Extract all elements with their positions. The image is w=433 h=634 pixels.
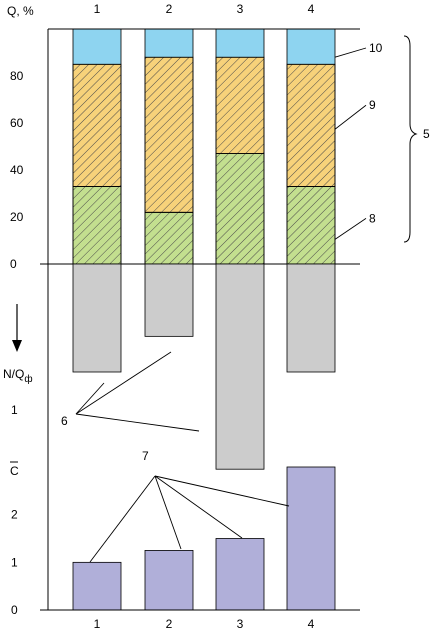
lower-y-axis-label: C (10, 464, 19, 478)
upper-y-tick-40: 40 (10, 163, 24, 177)
bar-3-segment-8-hatch (215, 153, 265, 265)
bottom-category-label-1: 1 (94, 617, 101, 631)
upper-y-tick-60: 60 (10, 116, 24, 130)
gray-bar-4 (286, 263, 336, 373)
upper-y-tick-0: 0 (10, 257, 17, 271)
callout-6-label: 6 (61, 414, 68, 428)
upper-stacked-bar-chart (40, 28, 360, 610)
bar-1-segment-8-hatch (72, 186, 122, 265)
series-callout-labels: 8 9 10 (334, 41, 383, 240)
upper-y-tick-labels: 0 20 40 60 80 (10, 69, 24, 271)
callout-7-line-bar4 (154, 475, 290, 507)
gray-bar-3 (215, 263, 265, 470)
callout-6-line-bar3 (75, 413, 200, 432)
purple-bar-4 (286, 466, 336, 611)
top-category-label-3: 3 (237, 2, 244, 16)
lower-bar-chart (72, 466, 336, 611)
bottom-category-label-4: 4 (308, 617, 315, 631)
bar-2-segment-8-hatch (144, 211, 194, 265)
callout-7-lines (89, 475, 290, 563)
middle-y-tick-1: 1 (11, 403, 18, 417)
callout-6-line-bar1 (75, 382, 105, 415)
series-8-leader-line (334, 217, 367, 240)
lower-y-tick-0: 0 (11, 603, 18, 617)
upper-y-tick-80: 80 (10, 69, 24, 83)
upper-y-axis-label: Q, % (7, 4, 34, 18)
bar-4-segment-8-hatch (286, 186, 336, 265)
series-10-leader-line (334, 47, 367, 58)
series-8-label: 8 (369, 211, 376, 225)
bar-4-segment-10 (286, 28, 336, 65)
bar-2-segment-9-hatch (144, 56, 194, 213)
bottom-category-labels: 1 2 3 4 (94, 617, 315, 631)
series-9-label: 9 (369, 98, 376, 112)
bottom-category-label-3: 3 (237, 617, 244, 631)
lower-y-tick-1: 1 (11, 555, 18, 569)
purple-bar-3 (215, 538, 265, 611)
bottom-category-label-2: 2 (166, 617, 173, 631)
middle-y-axis-label-subscript: ф (24, 373, 32, 385)
bracket-5-label: 5 (423, 127, 430, 141)
callout-7-line-bar3 (154, 475, 243, 539)
bracket-5 (403, 35, 418, 243)
upper-y-tick-20: 20 (10, 210, 24, 224)
series-9-leader-line (334, 104, 367, 130)
gray-bar-2 (144, 263, 194, 337)
top-category-label-4: 4 (308, 2, 315, 16)
top-category-label-2: 2 (166, 2, 173, 16)
bar-2-segment-10 (144, 28, 194, 58)
bar-1-segment-10 (72, 28, 122, 65)
top-category-label-1: 1 (94, 2, 101, 16)
bar-4-segment-9-hatch (286, 63, 336, 187)
down-arrow-head (12, 340, 22, 352)
middle-y-axis-label-main: N/Q (3, 367, 24, 381)
gray-bar-1 (72, 263, 122, 373)
bar-1-segment-9-hatch (72, 63, 122, 187)
callout-7-line-bar2 (154, 475, 182, 550)
middle-y-axis-label: N/Qф (3, 367, 33, 385)
callout-6-line-bar2 (75, 351, 172, 415)
callout-6-lines (75, 351, 200, 432)
series-10-label: 10 (369, 41, 383, 55)
callout-7-line-bar1 (89, 475, 156, 563)
bar-3-segment-9-hatch (215, 56, 265, 154)
downward-bar-chart (72, 263, 336, 470)
lower-y-tick-2: 2 (11, 508, 18, 522)
lower-y-tick-labels: 0 1 2 (11, 508, 18, 617)
purple-bar-2 (144, 550, 194, 611)
top-category-labels: 1 2 3 4 (94, 2, 315, 16)
callout-7-label: 7 (142, 449, 149, 463)
purple-bar-1 (72, 561, 122, 611)
bar-3-segment-10 (215, 28, 265, 58)
